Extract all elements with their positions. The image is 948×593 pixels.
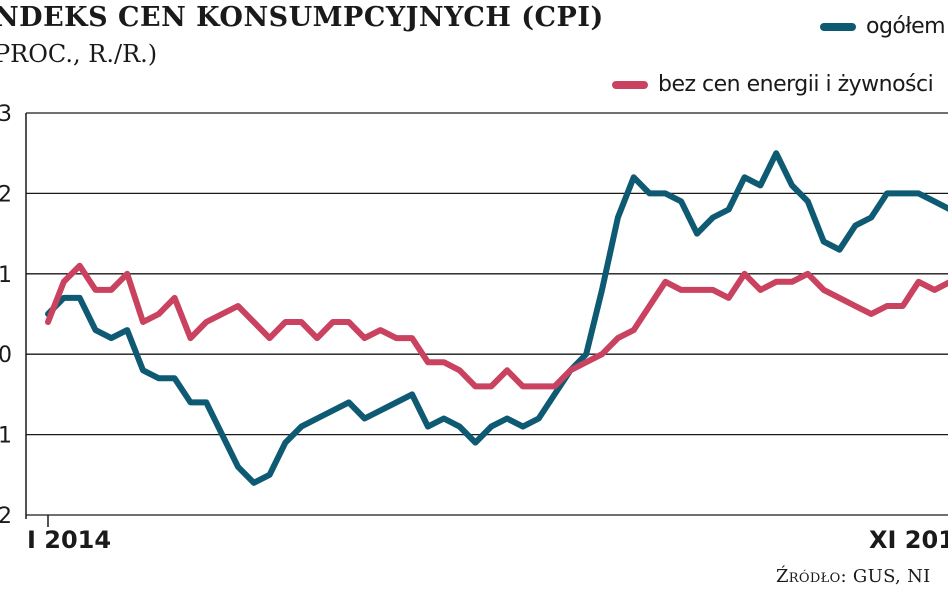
legend-label-core: bez cen energii i żywności: [658, 72, 934, 97]
chart-unit-label: PROC., R./R.): [0, 40, 158, 68]
legend-item-total: ogółem: [820, 14, 946, 39]
y-tick-label: 1: [0, 424, 12, 449]
y-tick-label: 1: [0, 263, 12, 288]
legend-swatch-total: [820, 22, 856, 31]
y-tick-label: 0: [0, 343, 12, 368]
x-tick-label: I 2014: [27, 526, 111, 554]
legend-item-core: bez cen energii i żywności: [612, 72, 934, 97]
source-note: Źródło: GUS, NI: [776, 566, 931, 587]
legend-label-total: ogółem: [866, 14, 946, 39]
x-tick-label: XI 2018: [869, 526, 948, 554]
legend-swatch-core: [612, 80, 648, 89]
y-tick-label: 3: [0, 102, 12, 127]
y-tick-label: 2: [0, 504, 12, 529]
chart-title: NDEKS CEN KONSUMPCYJNYCH (CPI): [0, 2, 604, 33]
y-tick-label: 2: [0, 182, 12, 207]
series-line-total: [45, 150, 948, 486]
series-line-core: [45, 262, 948, 390]
